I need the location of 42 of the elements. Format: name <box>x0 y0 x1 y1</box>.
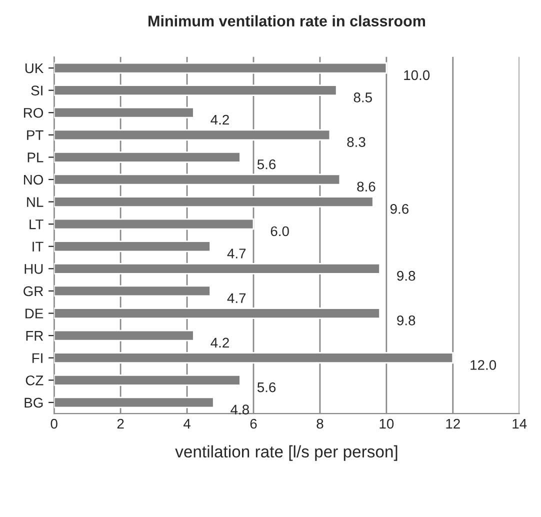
y-tick-label: GR <box>24 286 44 296</box>
data-label: 4.7 <box>227 248 246 258</box>
y-tick-label: PT <box>27 130 44 140</box>
y-tick-label: HU <box>24 264 43 274</box>
data-label: 5.6 <box>257 159 276 170</box>
x-tick-label: 10 <box>380 418 394 429</box>
data-label: 6.0 <box>270 226 289 236</box>
y-tick-label: CZ <box>26 375 44 386</box>
y-tick-label: RO <box>24 108 44 118</box>
data-label: 8.3 <box>347 137 366 147</box>
y-tick-label: IT <box>32 242 44 252</box>
data-label: 4.7 <box>227 293 246 303</box>
x-tick-label: 2 <box>117 418 124 429</box>
y-tick-label: LT <box>30 220 44 230</box>
chart-title: Minimum ventilation rate in classroom <box>148 15 426 26</box>
x-tick-label: 6 <box>250 418 257 429</box>
y-tick-label: NO <box>24 174 44 185</box>
y-tick-label: FI <box>32 353 42 363</box>
data-label: 10.0 <box>404 70 430 80</box>
y-tick-label: SI <box>31 86 42 96</box>
x-tick-label: 12 <box>446 418 460 429</box>
y-tick-label: DE <box>26 308 44 318</box>
data-label: 4.8 <box>230 404 249 415</box>
x-tick-label: 8 <box>316 418 324 429</box>
x-tick-label: 4 <box>183 418 190 429</box>
data-label: 8.6 <box>357 182 376 192</box>
y-tick-label: NL <box>27 197 44 207</box>
y-tick-label: PL <box>28 152 44 162</box>
data-label: 9.8 <box>397 315 416 326</box>
data-label: 4.2 <box>210 114 229 125</box>
x-tick-label: 0 <box>50 418 58 429</box>
y-tick-label: BG <box>24 398 43 408</box>
x-axis-title: ventilation rate [l/s per person] <box>175 445 398 461</box>
data-label: 12.0 <box>470 360 496 370</box>
data-label: 9.8 <box>397 270 416 281</box>
data-label: 4.2 <box>210 338 229 348</box>
data-label: 8.5 <box>354 92 372 102</box>
data-label: 5.6 <box>257 382 276 392</box>
y-tick-label: FR <box>26 331 44 341</box>
data-label: 9.6 <box>390 204 408 214</box>
y-tick-label: UK <box>25 63 44 74</box>
x-tick-label: 14 <box>512 418 527 429</box>
